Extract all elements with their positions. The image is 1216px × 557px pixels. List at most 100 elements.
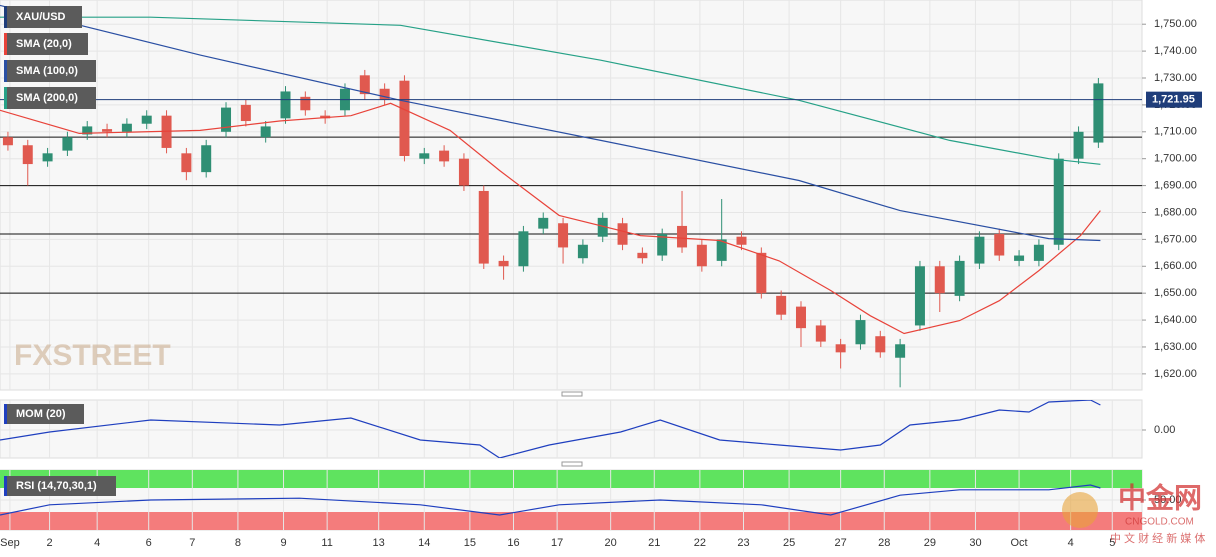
candle-body [320, 115, 331, 119]
candle-body [141, 115, 152, 124]
legend-label: SMA (100,0) [16, 65, 78, 77]
legend-label: SMA (200,0) [16, 92, 78, 104]
candle-body [875, 336, 886, 353]
y-tick-label: 0.00 [1154, 424, 1175, 436]
y-tick-label: 1,710.00 [1154, 126, 1197, 138]
x-tick-label: 21 [648, 537, 660, 549]
panel [0, 0, 1142, 390]
watermark-brand: FXSTREET [14, 339, 171, 372]
label-box [4, 87, 96, 109]
candle-body [102, 129, 113, 132]
watermark-tagline: 中 文 财 经 新 媒 体 [1110, 531, 1205, 545]
watermark-logo [1062, 492, 1098, 528]
label-box [4, 476, 116, 496]
candle-body [637, 252, 648, 259]
candle-body [42, 153, 53, 162]
candle-body [419, 153, 430, 159]
candle-body [994, 234, 1005, 256]
y-tick-label: 1,650.00 [1154, 287, 1197, 299]
line-series [0, 4, 1101, 242]
x-tick-label: 8 [235, 537, 241, 549]
y-tick-label: 1,630.00 [1154, 341, 1197, 353]
line-series [0, 484, 1101, 516]
candle-body [756, 252, 767, 294]
candle-body [22, 145, 33, 165]
label-box [4, 60, 96, 82]
candle-body [260, 126, 271, 138]
candle-body [776, 295, 787, 315]
candle-body [577, 244, 588, 259]
candle-body [1033, 244, 1044, 261]
watermark-domain: CNGOLD.COM [1125, 517, 1194, 528]
x-tick-label: Oct [1011, 537, 1028, 549]
candle-body [736, 236, 747, 245]
x-tick-label: 4 [94, 537, 100, 549]
candle-body [478, 190, 489, 264]
candle-body [895, 344, 906, 358]
plot-layer: 1,620.00 1,630.00 1,640.00 1,650.00 1,660.00… [0, 0, 1202, 549]
label-accent [4, 6, 7, 28]
band [0, 470, 1142, 488]
candle-body [1014, 255, 1025, 261]
y-tick-label: 1,640.00 [1154, 314, 1197, 326]
label-accent [4, 404, 7, 424]
candle-body [954, 260, 965, 296]
candle-body [597, 217, 608, 237]
candle-body [696, 244, 707, 267]
candle-body [121, 123, 132, 132]
label-box [4, 33, 88, 55]
label-accent [4, 476, 7, 496]
x-tick-label: 9 [280, 537, 286, 549]
watermark-site: 中金网 [1118, 481, 1202, 513]
x-tick-label: 11 [321, 537, 332, 549]
label-accent [4, 87, 7, 109]
x-tick-label: 29 [924, 537, 936, 549]
candle-body [974, 236, 985, 264]
y-tick-label: 1,700.00 [1154, 153, 1197, 165]
candle-body [181, 153, 192, 173]
candle-body [716, 239, 727, 261]
panel-background [0, 0, 1143, 391]
y-tick-label: 50.00 [1154, 494, 1182, 506]
candle-body [538, 217, 549, 229]
label-box [4, 404, 84, 424]
x-tick-label: 20 [605, 537, 617, 549]
line-series [0, 16, 1101, 165]
candle-body [914, 266, 925, 326]
candle-body [677, 225, 688, 248]
x-tick-label: 15 [464, 537, 476, 549]
y-tick-label: 1,660.00 [1154, 260, 1197, 272]
label-accent [4, 60, 7, 82]
y-tick-label: 1,750.00 [1154, 18, 1197, 30]
candle-body [201, 145, 212, 173]
legend-label: SMA (20,0) [16, 38, 72, 50]
x-tick-label: 6 [146, 537, 152, 549]
x-tick-label: 14 [418, 537, 430, 549]
line-series [0, 102, 1101, 335]
x-tick-label: 23 [737, 537, 749, 549]
y-tick-label: 1,740.00 [1154, 45, 1197, 57]
last-price-label: 1,721.95 [1152, 94, 1195, 106]
label-box [4, 6, 82, 28]
candle-body [458, 158, 469, 186]
candle-body [518, 231, 529, 267]
candle-body [1073, 131, 1084, 159]
candle-body [280, 91, 291, 119]
candle-body [617, 223, 628, 245]
x-tick-label: Sep [0, 537, 20, 549]
candle-body [300, 96, 311, 111]
candle-body [815, 325, 826, 342]
x-tick-label: 17 [551, 537, 563, 549]
candle-body [795, 306, 806, 329]
candle-body [62, 137, 73, 151]
x-tick-label: 4 [1068, 537, 1074, 549]
y-tick-label: 1,730.00 [1154, 72, 1197, 84]
candle-body [1093, 83, 1104, 143]
candle-body [934, 266, 945, 294]
panel-handle [561, 391, 583, 397]
candle-body [439, 150, 450, 162]
indicator-label: MOM (20) [16, 408, 66, 420]
line-series [0, 400, 1101, 458]
